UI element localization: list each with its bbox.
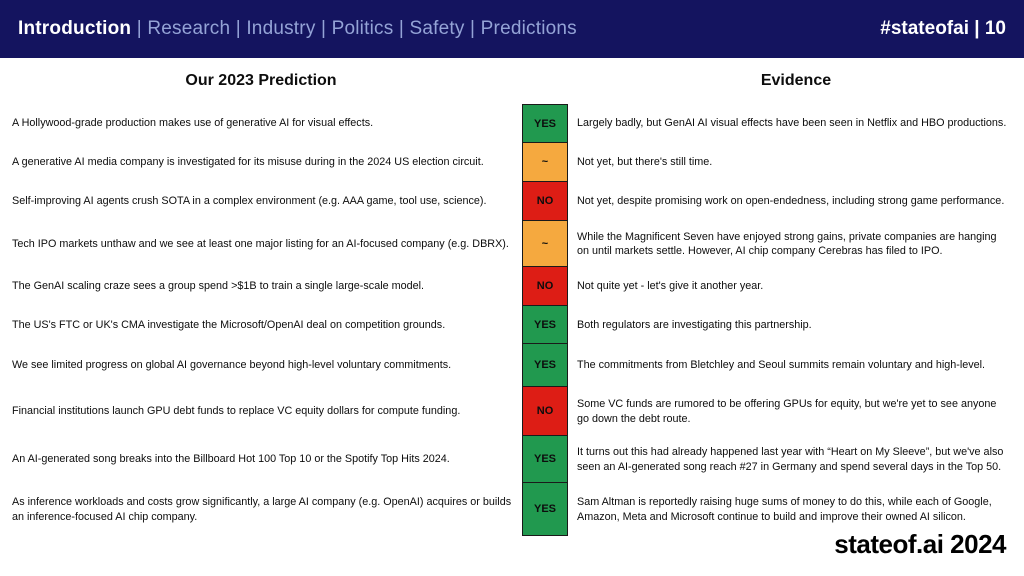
verdict-badge: YES bbox=[522, 104, 568, 143]
verdict-badge: NO bbox=[522, 182, 568, 221]
evidence-cell: Some VC funds are rumored to be offering… bbox=[577, 398, 997, 425]
verdict-badge: ~ bbox=[522, 221, 568, 267]
evidence-cell: Largely badly, but GenAI AI visual effec… bbox=[577, 117, 1007, 130]
verdict-badge: NO bbox=[522, 267, 568, 306]
prediction-cell: We see limited progress on global AI gov… bbox=[12, 359, 452, 372]
evidence-cell: Not yet, but there's still time. bbox=[577, 156, 713, 169]
top-nav: Introduction | Research | Industry | Pol… bbox=[0, 0, 1024, 58]
prediction-cell: A Hollywood-grade production makes use o… bbox=[12, 117, 374, 130]
nav-item-politics[interactable]: Politics bbox=[331, 18, 394, 39]
prediction-cell: The GenAI scaling craze sees a group spe… bbox=[12, 280, 425, 293]
nav-separator: | bbox=[131, 18, 148, 39]
prediction-table: A Hollywood-grade production makes use o… bbox=[0, 104, 1024, 536]
prediction-cell: Financial institutions launch GPU debt f… bbox=[12, 405, 461, 418]
nav-item-predictions[interactable]: Predictions bbox=[480, 18, 577, 39]
prediction-column-title: Our 2023 Prediction bbox=[185, 72, 337, 89]
verdict-badge: YES bbox=[522, 306, 568, 344]
nav-separator: | bbox=[464, 18, 481, 39]
verdict-badge: YES bbox=[522, 436, 568, 483]
evidence-cell: Sam Altman is reportedly raising huge su… bbox=[577, 496, 992, 523]
prediction-cell: An AI-generated song breaks into the Bil… bbox=[12, 453, 450, 466]
prediction-cell: As inference workloads and costs grow si… bbox=[12, 496, 512, 523]
evidence-cell: While the Magnificent Seven have enjoyed… bbox=[577, 230, 997, 257]
verdict-badge: NO bbox=[522, 387, 568, 436]
top-nav-items: Introduction | Research | Industry | Pol… bbox=[18, 18, 577, 40]
column-titles: Our 2023 Prediction Evidence bbox=[0, 58, 1024, 104]
evidence-cell: Not yet, despite promising work on open-… bbox=[577, 195, 1005, 208]
prediction-cell: Self-improving AI agents crush SOTA in a… bbox=[12, 195, 487, 208]
nav-separator: | bbox=[393, 18, 410, 39]
evidence-cell: The commitments from Bletchley and Seoul… bbox=[577, 359, 986, 372]
prediction-cell: A generative AI media company is investi… bbox=[12, 156, 484, 169]
verdict-badge: YES bbox=[522, 483, 568, 536]
evidence-cell: Both regulators are investigating this p… bbox=[577, 318, 812, 331]
verdict-badge: YES bbox=[522, 344, 568, 387]
evidence-cell: It turns out this had already happened l… bbox=[577, 446, 1004, 473]
nav-item-industry[interactable]: Industry bbox=[246, 18, 316, 39]
nav-item-introduction[interactable]: Introduction bbox=[18, 18, 132, 39]
nav-item-research[interactable]: Research bbox=[147, 18, 231, 39]
nav-separator: | bbox=[315, 18, 332, 39]
verdict-badge: ~ bbox=[522, 143, 568, 182]
evidence-cell: Not quite yet - let's give it another ye… bbox=[577, 280, 764, 293]
evidence-column-title: Evidence bbox=[760, 72, 832, 89]
prediction-cell: The US's FTC or UK's CMA investigate the… bbox=[12, 318, 446, 331]
nav-item-safety[interactable]: Safety bbox=[409, 18, 465, 39]
nav-separator: | bbox=[230, 18, 247, 39]
stateofai-brand: stateof.ai 2024 bbox=[834, 529, 1006, 559]
prediction-cell: Tech IPO markets unthaw and we see at le… bbox=[12, 237, 509, 250]
slide-number-badge: #stateofai | 10 bbox=[880, 18, 1006, 39]
